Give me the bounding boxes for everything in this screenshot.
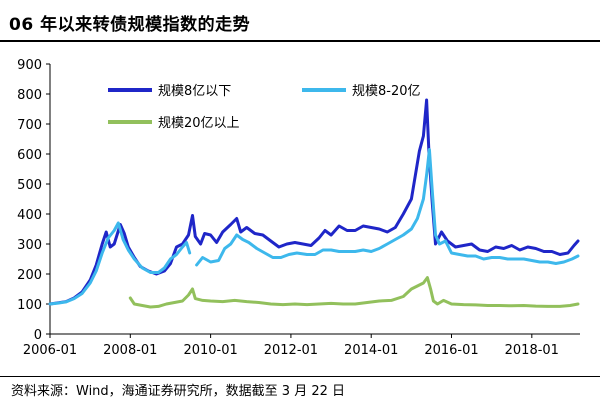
y-tick-label: 900 [17, 58, 42, 73]
y-tick-label: 600 [17, 148, 42, 163]
page-title: 06 年以来转债规模指数的走势 [9, 15, 251, 35]
y-tick-label: 300 [17, 238, 42, 253]
x-tick-label: 2018-01 [505, 343, 559, 358]
y-tick-label: 800 [17, 88, 42, 103]
series-line-1 [48, 98, 580, 306]
legend-label-2: 规模8-20亿 [352, 84, 421, 99]
x-tick-label: 2006-01 [23, 343, 77, 358]
footer-divider [0, 376, 600, 377]
series-line-2 [48, 221, 192, 306]
y-tick-label: 200 [17, 268, 42, 283]
x-tick-label: 2012-01 [264, 343, 318, 358]
title-bar: 06 年以来转债规模指数的走势 [0, 0, 600, 40]
title-divider [0, 40, 600, 42]
chart-axes: 0 100 200 300 400 500 600 700 800 900 2006-01 2008-… [17, 58, 580, 358]
legend-label-1: 规模8亿以下 [158, 84, 231, 99]
source-note: 资料来源：Wind，海通证券研究所，数据截至 3 月 22 日 [11, 384, 346, 399]
y-tick-label: 400 [17, 208, 42, 223]
legend-label-3: 规模20亿以上 [158, 116, 240, 131]
x-tick-label: 2014-01 [344, 343, 398, 358]
line-chart: 0 100 200 300 400 500 600 700 800 900 2006-01 2008-… [17, 58, 580, 358]
series-line-3 [128, 276, 580, 309]
x-tick-label: 2016-01 [424, 343, 478, 358]
y-tick-label: 0 [34, 328, 42, 343]
x-tick-label: 2008-01 [103, 343, 157, 358]
x-tick-label: 2010-01 [183, 343, 237, 358]
series-line-2 [195, 148, 580, 267]
y-tick-label: 500 [17, 178, 42, 193]
y-tick-label: 100 [17, 298, 42, 313]
y-tick-label: 700 [17, 118, 42, 133]
chart-series [48, 98, 580, 309]
